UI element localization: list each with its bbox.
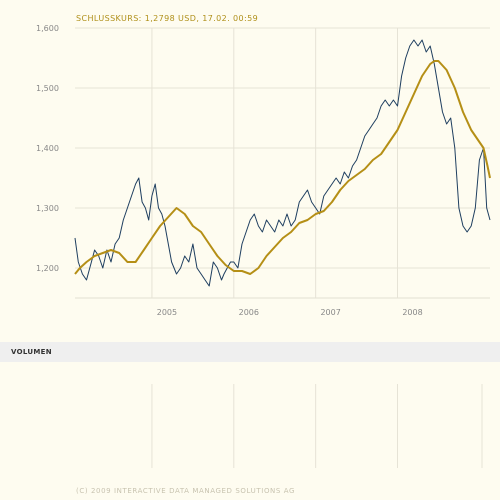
volume-label: VOLUMEN	[11, 348, 52, 356]
y-tick-label: 1,500	[36, 84, 59, 93]
x-tick-label: 2005	[157, 308, 177, 317]
volume-header: VOLUMEN	[0, 342, 500, 362]
copyright-footer: (C) 2009 INTERACTIVE DATA MANAGED SOLUTI…	[76, 487, 296, 495]
chart-header: SCHLUSSKURS: 1,2798 USD, 17.02. 00:59	[76, 14, 259, 23]
y-tick-label: 1,300	[36, 204, 59, 213]
y-tick-label: 1,600	[36, 24, 59, 33]
x-tick-label: 2007	[320, 308, 340, 317]
grid-layer	[75, 27, 490, 299]
y-tick-label: 1,200	[36, 264, 59, 273]
series-layer	[74, 39, 491, 287]
x-tick-label: 2006	[239, 308, 259, 317]
x-tick-label: 2008	[402, 308, 422, 317]
price-line	[74, 39, 491, 287]
volume-grid	[151, 384, 483, 468]
y-tick-label: 1,400	[36, 144, 59, 153]
moving-average-line	[74, 60, 491, 275]
tick-labels: 1,200 1,300 1,400 1,500 1,600 2005 2006 2007 200…	[36, 24, 423, 317]
